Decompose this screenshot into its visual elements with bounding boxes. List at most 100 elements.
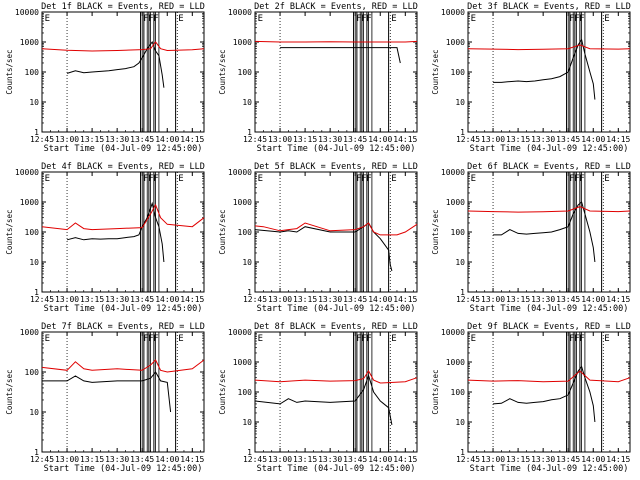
x-axis-label: Start Time (04-Jul-09 12:45:00) xyxy=(44,144,203,154)
x-tick-label: 14:00 xyxy=(155,135,179,144)
y-tick-label: 1 xyxy=(34,448,39,457)
flag-letter: F xyxy=(361,334,366,344)
x-tick-label: 14:00 xyxy=(581,295,605,304)
y-tick-label: 10 xyxy=(29,98,39,107)
flag-letter: F xyxy=(569,334,574,344)
x-tick-label: 14:15 xyxy=(180,295,204,304)
flag-letter: E xyxy=(45,14,50,24)
y-tick-label: 10000 xyxy=(228,168,252,177)
flag-letter: E xyxy=(391,334,396,344)
events-series-line xyxy=(66,201,165,263)
y-tick-label: 1000 xyxy=(20,328,39,337)
plot-frame xyxy=(41,171,205,293)
x-tick-label: 14:15 xyxy=(180,135,204,144)
x-axis-label: Start Time (04-Jul-09 12:45:00) xyxy=(470,304,629,314)
x-axis-label: Start Time (04-Jul-09 12:45:00) xyxy=(470,144,629,154)
x-tick-label: 14:00 xyxy=(155,455,179,464)
x-tick-label: 13:30 xyxy=(531,295,555,304)
panel-title: Det 3f BLACK = Events, RED = LLD xyxy=(467,2,631,12)
x-tick-label: 13:30 xyxy=(318,295,342,304)
flag-letter: E xyxy=(178,334,183,344)
x-tick-label: 13:45 xyxy=(556,295,580,304)
flag-letter: F xyxy=(148,334,153,344)
plot-frame xyxy=(467,11,631,133)
panel-title: Det 9f BLACK = Events, RED = LLD xyxy=(467,322,631,332)
flag-letter: F xyxy=(143,14,148,24)
lld-series-line xyxy=(41,41,205,52)
events-series-line xyxy=(66,40,165,88)
x-tick-label: 14:15 xyxy=(180,455,204,464)
flag-letter: E xyxy=(178,14,183,24)
flag-letter: E xyxy=(471,14,476,24)
flag-letter: F xyxy=(569,174,574,184)
y-axis-label: Counts/sec xyxy=(5,369,14,414)
x-tick-label: 13:30 xyxy=(318,135,342,144)
y-tick-label: 10 xyxy=(242,418,252,427)
panel-7: Det 7f BLACK = Events, RED = LLD E F F F E 1 10… xyxy=(5,322,205,474)
y-tick-label: 10000 xyxy=(441,168,465,177)
events-series-line xyxy=(42,371,172,413)
events-series-line xyxy=(493,38,596,100)
x-tick-label: 13:30 xyxy=(531,135,555,144)
flag-letter: E xyxy=(258,334,263,344)
x-tick-label: 13:30 xyxy=(105,135,129,144)
x-tick-label: 12:45 xyxy=(243,135,267,144)
x-tick-label: 12:45 xyxy=(456,135,480,144)
y-tick-label: 10000 xyxy=(15,8,39,17)
panel-2: Det 2f BLACK = Events, RED = LLD E F F F E 1 10… xyxy=(218,2,418,154)
flag-letter: E xyxy=(258,174,263,184)
x-tick-label: 13:30 xyxy=(318,455,342,464)
flag-letter: F xyxy=(148,174,153,184)
x-tick-label: 12:45 xyxy=(243,455,267,464)
y-tick-label: 1000 xyxy=(446,38,465,47)
events-series-line xyxy=(493,201,596,263)
plot-frame xyxy=(254,11,418,133)
y-axis-label: Counts/sec xyxy=(5,49,14,94)
x-tick-label: 12:45 xyxy=(456,455,480,464)
y-tick-label: 1000 xyxy=(233,38,252,47)
x-tick-label: 14:00 xyxy=(581,135,605,144)
lld-series-line xyxy=(467,370,631,383)
x-tick-label: 13:00 xyxy=(55,295,79,304)
y-tick-label: 10000 xyxy=(228,8,252,17)
x-tick-label: 13:30 xyxy=(105,455,129,464)
x-axis-label: Start Time (04-Jul-09 12:45:00) xyxy=(44,304,203,314)
panel-title: Det 8f BLACK = Events, RED = LLD xyxy=(254,322,418,332)
x-tick-label: 13:30 xyxy=(531,455,555,464)
x-tick-label: 13:00 xyxy=(268,295,292,304)
y-tick-label: 1000 xyxy=(233,198,252,207)
x-axis-label: Start Time (04-Jul-09 12:45:00) xyxy=(257,304,416,314)
x-tick-label: 13:00 xyxy=(481,295,505,304)
x-tick-label: 12:45 xyxy=(30,455,54,464)
x-tick-label: 13:45 xyxy=(343,135,367,144)
flag-letter: E xyxy=(604,334,609,344)
y-tick-label: 1000 xyxy=(233,358,252,367)
y-tick-label: 100 xyxy=(451,228,466,237)
plot-frame xyxy=(41,331,205,453)
y-tick-label: 100 xyxy=(25,68,40,77)
y-tick-label: 1000 xyxy=(20,198,39,207)
flag-letter: E xyxy=(604,14,609,24)
y-axis-label: Counts/sec xyxy=(5,209,14,254)
x-tick-label: 13:15 xyxy=(293,455,317,464)
flag-letter: F xyxy=(574,14,579,24)
lld-series-line xyxy=(41,203,205,231)
events-series-line xyxy=(254,374,393,425)
panel-title: Det 6f BLACK = Events, RED = LLD xyxy=(467,162,631,172)
y-axis-label: Counts/sec xyxy=(431,209,440,254)
x-tick-label: 14:00 xyxy=(368,295,392,304)
x-tick-label: 12:45 xyxy=(30,295,54,304)
x-tick-label: 14:00 xyxy=(368,455,392,464)
plot-frame xyxy=(41,11,205,133)
x-tick-label: 13:45 xyxy=(130,295,154,304)
y-tick-label: 10000 xyxy=(441,328,465,337)
y-tick-label: 1 xyxy=(460,448,465,457)
flag-letter: F xyxy=(148,14,153,24)
flag-letter: F xyxy=(153,334,158,344)
flag-letter: F xyxy=(579,334,584,344)
y-tick-label: 10 xyxy=(455,258,465,267)
x-tick-label: 13:00 xyxy=(481,455,505,464)
x-axis-label: Start Time (04-Jul-09 12:45:00) xyxy=(257,144,416,154)
y-tick-label: 1 xyxy=(247,448,252,457)
x-tick-label: 14:15 xyxy=(606,135,630,144)
